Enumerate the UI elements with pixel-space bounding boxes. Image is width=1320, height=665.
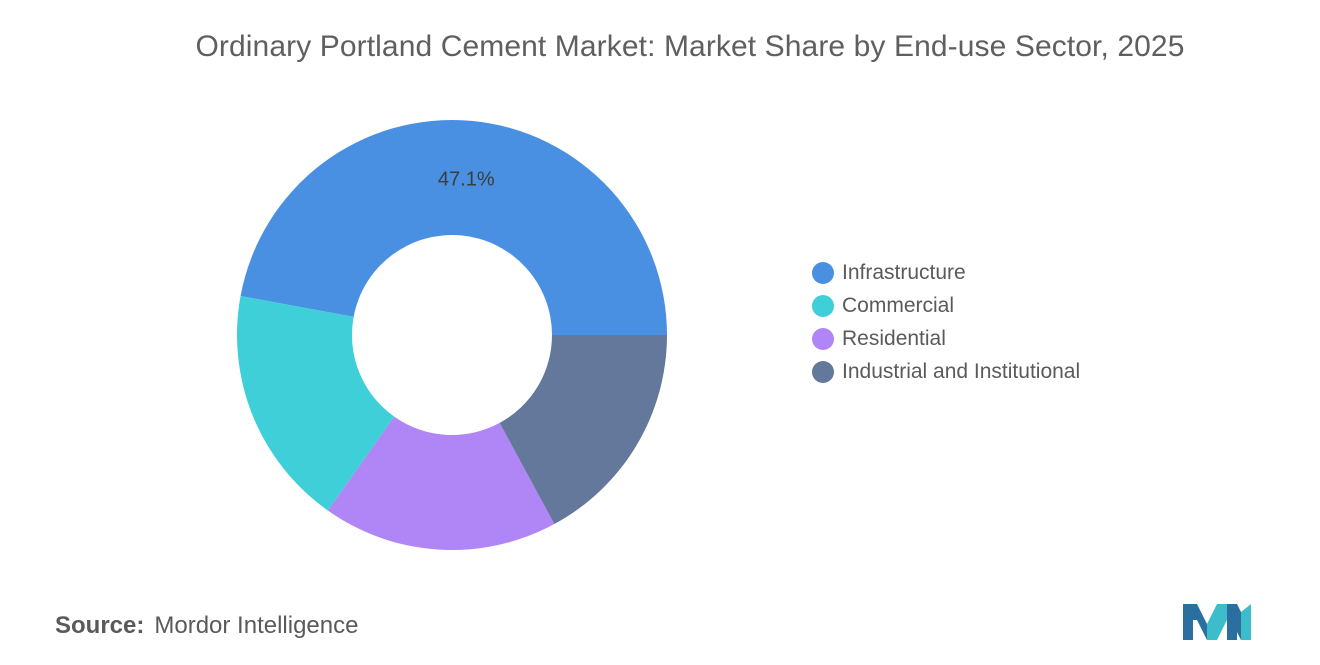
chart-title: Ordinary Portland Cement Market: Market … <box>195 30 1185 63</box>
legend-swatch <box>812 360 834 383</box>
legend-swatch <box>812 261 834 284</box>
legend-item: Residential <box>812 322 1080 355</box>
slice-industrial-and-institutional <box>499 335 667 525</box>
legend-label: Industrial and Institutional <box>842 359 1081 383</box>
legend-item: Infrastructure <box>812 256 1080 289</box>
source-note: Source: Mordor Intelligence <box>55 612 358 640</box>
slice-infrastructure <box>240 119 668 335</box>
legend-label: Residential <box>842 326 946 350</box>
legend-label: Infrastructure <box>842 260 966 284</box>
source-text: Mordor Intelligence <box>154 612 359 639</box>
legend-swatch <box>812 294 834 317</box>
slice-residential <box>327 416 555 550</box>
mordor-intelligence-logo-icon <box>1183 604 1251 640</box>
legend-item: Industrial and Institutional <box>812 355 1080 388</box>
source-label: Source: <box>55 612 145 639</box>
chart-legend: Infrastructure Commercial Residential Indus… <box>812 256 1080 388</box>
legend-swatch <box>812 327 834 350</box>
slice-commercial <box>237 296 395 511</box>
legend-item: Commercial <box>812 289 1080 322</box>
legend-label: Commercial <box>842 293 955 317</box>
data-label-infrastructure: 47.1% <box>438 169 495 191</box>
